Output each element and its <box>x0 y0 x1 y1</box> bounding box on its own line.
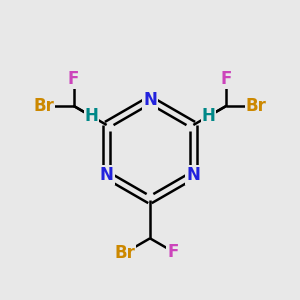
Text: Br: Br <box>34 97 55 115</box>
Text: F: F <box>68 70 79 88</box>
Text: F: F <box>167 243 178 261</box>
Text: H: H <box>84 107 98 125</box>
Text: F: F <box>221 70 232 88</box>
Text: N: N <box>143 91 157 109</box>
Text: H: H <box>202 107 216 125</box>
Text: Br: Br <box>114 244 135 262</box>
Text: N: N <box>100 166 114 184</box>
Text: Br: Br <box>245 97 266 115</box>
Text: N: N <box>186 166 200 184</box>
